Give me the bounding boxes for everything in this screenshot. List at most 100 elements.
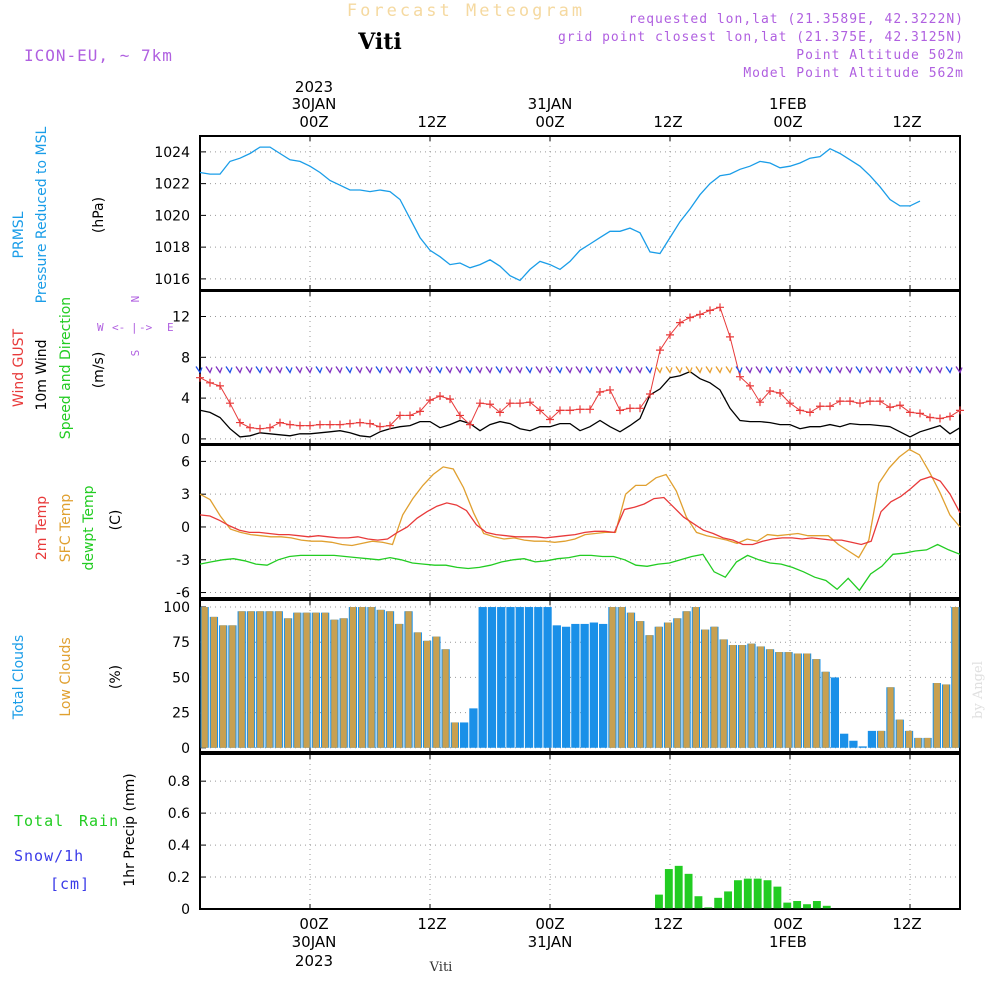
total-cloud-bar (497, 607, 506, 748)
gust-marker (536, 406, 544, 415)
gust-marker (296, 421, 304, 430)
gust-marker (286, 420, 294, 429)
rain-bar (664, 869, 673, 909)
rain-bar (704, 907, 713, 909)
total-cloud-bar (830, 677, 840, 748)
gust-marker (856, 399, 864, 408)
pressure-panel: 1016 1018 1020 1022 1024 (154, 135, 961, 291)
wind-direction-arrow (205, 366, 213, 374)
total-cloud-bar (867, 730, 877, 748)
rain-bar (655, 894, 663, 909)
precip-frame (199, 753, 961, 910)
pressure-ytick-label: 1016 (154, 272, 190, 288)
wind-direction-arrow (605, 366, 613, 374)
total-cloud-bar (571, 623, 580, 748)
wind-direction-arrow (545, 366, 553, 374)
cloud-frame (199, 599, 961, 753)
wind-direction-arrow (515, 366, 523, 374)
wind-direction-arrow (875, 366, 883, 374)
wind-direction-arrow (855, 366, 863, 374)
point-altitude: Point Altitude 502m (796, 48, 964, 63)
wind-direction-arrow (195, 366, 203, 374)
gust-marker (796, 406, 804, 415)
rain-bar (684, 873, 693, 909)
wind-direction-arrow (345, 366, 353, 374)
low-cloud-bar (655, 626, 662, 748)
wind-label-3: Speed and Direction (58, 297, 74, 439)
top-hour-12: 12Z (417, 113, 446, 131)
gust-marker (746, 381, 754, 390)
gust-marker (586, 405, 594, 414)
low-cloud-bar (294, 612, 301, 748)
gust-marker (446, 395, 454, 404)
wind-direction-arrow (485, 366, 493, 374)
low-cloud-bar (822, 671, 829, 748)
low-cloud-bar (757, 646, 764, 748)
wind-direction-arrow (305, 366, 313, 374)
temp-ytick-label: -3 (176, 553, 190, 569)
wind-direction-arrow (725, 366, 733, 374)
temp-ytick-label: 3 (181, 487, 190, 503)
pressure-line (199, 146, 921, 282)
gust-marker (706, 306, 714, 315)
wind-direction-arrow (665, 366, 673, 374)
gust-marker (766, 386, 774, 395)
pressure-label-2: Pressure Reduced to MSL (34, 126, 50, 303)
wind-direction-arrow (765, 366, 773, 374)
gust-marker (476, 399, 484, 408)
wind-direction-arrow (695, 366, 703, 374)
bottom-date-48: 1FEB (769, 933, 807, 951)
low-cloud-bar (266, 611, 273, 748)
low-cloud-bar (942, 684, 950, 748)
low-cloud-bar (359, 607, 366, 748)
compass-n: N (129, 296, 142, 303)
wind-ytick-label: 0 (181, 432, 190, 448)
footer-station: Viti (429, 960, 453, 975)
cloud-panel: 0 25 50 75 100 (163, 599, 961, 757)
low-cloud-bar (210, 616, 218, 748)
bottom-hour-36: 12Z (653, 915, 682, 933)
wind-direction-arrow (845, 366, 853, 374)
wind-direction-arrow (805, 366, 813, 374)
pressure-ytick-label: 1018 (154, 240, 190, 256)
gust-marker (376, 422, 384, 431)
low-cloud-bar (257, 611, 264, 748)
gust-marker (326, 420, 334, 429)
wind-direction-arrow (595, 366, 603, 374)
wind-direction-arrow (905, 366, 913, 374)
gust-marker (756, 398, 764, 407)
wind-direction-arrow (535, 366, 543, 374)
wind-direction-arrow (585, 366, 593, 374)
low-cloud-bar (201, 607, 208, 748)
wind-direction-arrow (525, 366, 533, 374)
low-cloud-bar (674, 618, 681, 748)
precip-ytick-label: 0.8 (168, 774, 190, 790)
temp-ytick-label: -6 (176, 586, 190, 602)
gust-marker (686, 313, 694, 322)
compass-center: | (131, 321, 138, 334)
gust-marker (496, 408, 504, 417)
low-cloud-bar (442, 649, 449, 748)
low-cloud-bar (924, 737, 931, 748)
gust-marker (246, 423, 254, 432)
model-label: ICON-EU, ~ 7km (24, 46, 173, 65)
gust-marker (196, 373, 204, 382)
pressure-ytick-label: 1024 (154, 145, 190, 161)
total-cloud-bar (858, 746, 867, 748)
wind-direction-arrow (465, 366, 473, 374)
wind-direction-arrow (315, 366, 323, 374)
wind-direction-arrow (835, 366, 843, 374)
low-cloud-bar (627, 612, 635, 748)
low-cloud-bar (275, 611, 282, 748)
top-year-0: 2023 (295, 78, 333, 96)
gust-marker (946, 412, 954, 421)
rain-bar (743, 878, 752, 909)
wind-direction-arrow (935, 366, 943, 374)
gust-marker (786, 399, 794, 408)
bottom-hour-60: 12Z (892, 915, 921, 933)
low-cloud-bar (813, 659, 820, 748)
gust-marker (846, 397, 854, 406)
wind-direction-arrow (775, 366, 783, 374)
total-cloud-bar (487, 607, 497, 748)
low-cloud-bar (701, 629, 709, 748)
